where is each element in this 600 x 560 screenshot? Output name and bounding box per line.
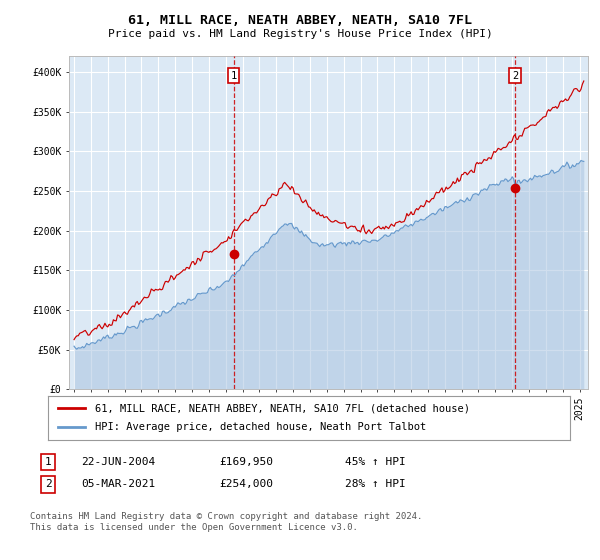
Text: 2: 2	[512, 71, 518, 81]
Text: HPI: Average price, detached house, Neath Port Talbot: HPI: Average price, detached house, Neat…	[95, 422, 426, 432]
Text: 1: 1	[230, 71, 237, 81]
Text: £254,000: £254,000	[219, 479, 273, 489]
Text: 05-MAR-2021: 05-MAR-2021	[81, 479, 155, 489]
Text: 2: 2	[44, 479, 52, 489]
Text: Contains HM Land Registry data © Crown copyright and database right 2024.
This d: Contains HM Land Registry data © Crown c…	[30, 512, 422, 532]
Text: 61, MILL RACE, NEATH ABBEY, NEATH, SA10 7FL (detached house): 61, MILL RACE, NEATH ABBEY, NEATH, SA10 …	[95, 403, 470, 413]
Text: £169,950: £169,950	[219, 457, 273, 467]
Text: Price paid vs. HM Land Registry's House Price Index (HPI): Price paid vs. HM Land Registry's House …	[107, 29, 493, 39]
Text: 1: 1	[44, 457, 52, 467]
Text: 61, MILL RACE, NEATH ABBEY, NEATH, SA10 7FL: 61, MILL RACE, NEATH ABBEY, NEATH, SA10 …	[128, 14, 472, 27]
Text: 45% ↑ HPI: 45% ↑ HPI	[345, 457, 406, 467]
Text: 28% ↑ HPI: 28% ↑ HPI	[345, 479, 406, 489]
Text: 22-JUN-2004: 22-JUN-2004	[81, 457, 155, 467]
